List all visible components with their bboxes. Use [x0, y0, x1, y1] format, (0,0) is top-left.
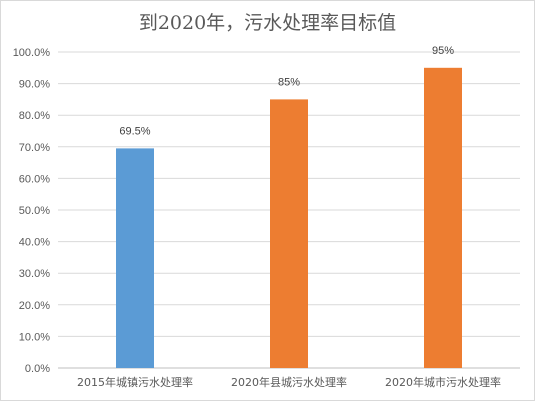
data-label: 69.5% [119, 125, 150, 137]
y-tick-label: 50.0% [19, 205, 50, 217]
data-labels: 69.5% 85% 95% [119, 45, 454, 138]
x-tick-label: 2015年城镇污水处理率 [77, 375, 193, 389]
bar [116, 148, 154, 368]
x-tick-label: 2020年县城污水处理率 [231, 375, 347, 389]
x-axis-labels: 2015年城镇污水处理率 2020年县城污水处理率 2020年城市污水处理率 [77, 375, 501, 389]
y-tick-label: 30.0% [19, 268, 50, 280]
y-tick-label: 90.0% [19, 79, 50, 91]
y-tick-label: 40.0% [19, 237, 50, 249]
x-tick-label: 2020年城市污水处理率 [385, 375, 501, 389]
y-tick-label: 60.0% [19, 173, 50, 185]
y-tick-label: 0.0% [25, 363, 50, 375]
bar [424, 67, 462, 369]
y-tick-label: 20.0% [19, 300, 50, 312]
data-label: 85% [278, 76, 300, 88]
y-tick-label: 80.0% [19, 110, 50, 122]
bar [270, 99, 308, 369]
y-axis-ticks: 0.0% 10.0% 20.0% 30.0% 40.0% 50.0% 60.0% 70.0% 8… [13, 47, 51, 375]
chart-title: 到2020年，污水处理率目标值 [138, 12, 397, 34]
y-tick-label: 100.0% [13, 47, 51, 59]
data-label: 95% [432, 45, 454, 57]
y-tick-label: 10.0% [19, 331, 50, 343]
y-tick-label: 70.0% [19, 142, 50, 154]
bars [116, 67, 462, 369]
